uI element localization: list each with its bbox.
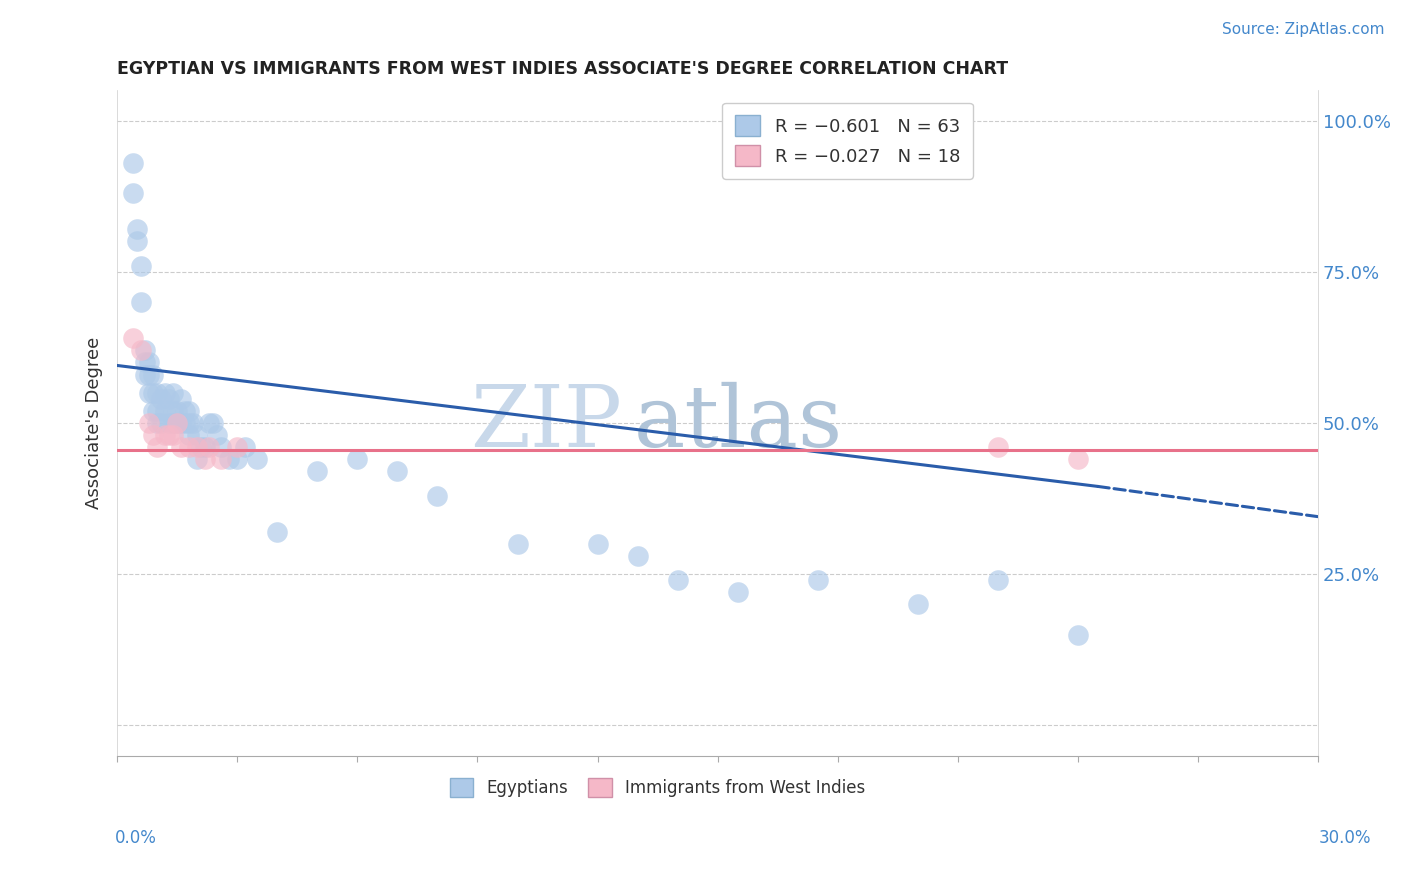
Point bbox=[129, 259, 152, 273]
Point bbox=[150, 416, 173, 430]
Point bbox=[122, 156, 145, 170]
Point bbox=[727, 585, 749, 599]
Point bbox=[246, 452, 269, 467]
Y-axis label: Associate's Degree: Associate's Degree bbox=[86, 337, 103, 509]
Point bbox=[166, 416, 188, 430]
Point bbox=[162, 385, 184, 400]
Point bbox=[155, 385, 177, 400]
Point bbox=[170, 440, 193, 454]
Point bbox=[122, 331, 145, 345]
Point bbox=[122, 186, 145, 200]
Point bbox=[186, 428, 208, 442]
Text: 30.0%: 30.0% bbox=[1319, 829, 1371, 847]
Point bbox=[387, 464, 409, 478]
Point bbox=[307, 464, 329, 478]
Point bbox=[266, 524, 288, 539]
Point bbox=[186, 440, 208, 454]
Point bbox=[127, 222, 149, 236]
Point bbox=[179, 428, 201, 442]
Point bbox=[170, 416, 193, 430]
Point bbox=[134, 355, 156, 369]
Point bbox=[194, 452, 217, 467]
Point bbox=[142, 385, 165, 400]
Point bbox=[146, 440, 169, 454]
Point bbox=[134, 343, 156, 358]
Point bbox=[146, 404, 169, 418]
Point bbox=[146, 416, 169, 430]
Point bbox=[226, 440, 249, 454]
Point bbox=[146, 385, 169, 400]
Point bbox=[142, 368, 165, 382]
Point bbox=[129, 295, 152, 310]
Point bbox=[233, 440, 256, 454]
Point bbox=[209, 440, 232, 454]
Point bbox=[506, 537, 529, 551]
Point bbox=[166, 404, 188, 418]
Point bbox=[1067, 627, 1090, 641]
Point bbox=[1067, 452, 1090, 467]
Point bbox=[138, 368, 160, 382]
Point bbox=[586, 537, 609, 551]
Point bbox=[807, 573, 830, 587]
Point bbox=[174, 404, 197, 418]
Text: ZIP: ZIP bbox=[470, 382, 621, 465]
Point bbox=[142, 428, 165, 442]
Point bbox=[138, 416, 160, 430]
Text: 0.0%: 0.0% bbox=[115, 829, 157, 847]
Point bbox=[626, 549, 648, 563]
Point bbox=[194, 440, 217, 454]
Point bbox=[162, 404, 184, 418]
Point bbox=[987, 573, 1010, 587]
Point bbox=[198, 416, 221, 430]
Point bbox=[209, 452, 232, 467]
Text: EGYPTIAN VS IMMIGRANTS FROM WEST INDIES ASSOCIATE'S DEGREE CORRELATION CHART: EGYPTIAN VS IMMIGRANTS FROM WEST INDIES … bbox=[117, 60, 1008, 78]
Point bbox=[218, 452, 240, 467]
Point bbox=[190, 440, 212, 454]
Point bbox=[666, 573, 689, 587]
Point bbox=[157, 392, 180, 406]
Point bbox=[174, 416, 197, 430]
Point bbox=[162, 428, 184, 442]
Point bbox=[142, 404, 165, 418]
Point bbox=[157, 428, 180, 442]
Point bbox=[207, 428, 229, 442]
Point bbox=[138, 385, 160, 400]
Point bbox=[987, 440, 1010, 454]
Point bbox=[226, 452, 249, 467]
Point bbox=[426, 489, 449, 503]
Point bbox=[170, 392, 193, 406]
Point bbox=[346, 452, 368, 467]
Point bbox=[138, 355, 160, 369]
Point bbox=[198, 440, 221, 454]
Point bbox=[186, 452, 208, 467]
Point bbox=[202, 416, 225, 430]
Text: atlas: atlas bbox=[634, 382, 842, 465]
Point bbox=[179, 440, 201, 454]
Point bbox=[150, 392, 173, 406]
Point bbox=[181, 416, 204, 430]
Point bbox=[907, 598, 929, 612]
Legend: Egyptians, Immigrants from West Indies: Egyptians, Immigrants from West Indies bbox=[443, 772, 872, 804]
Point bbox=[162, 416, 184, 430]
Point bbox=[179, 416, 201, 430]
Point bbox=[157, 416, 180, 430]
Point bbox=[166, 416, 188, 430]
Point bbox=[179, 404, 201, 418]
Point bbox=[127, 235, 149, 249]
Point bbox=[129, 343, 152, 358]
Text: Source: ZipAtlas.com: Source: ZipAtlas.com bbox=[1222, 22, 1385, 37]
Point bbox=[155, 404, 177, 418]
Point bbox=[134, 368, 156, 382]
Point bbox=[155, 428, 177, 442]
